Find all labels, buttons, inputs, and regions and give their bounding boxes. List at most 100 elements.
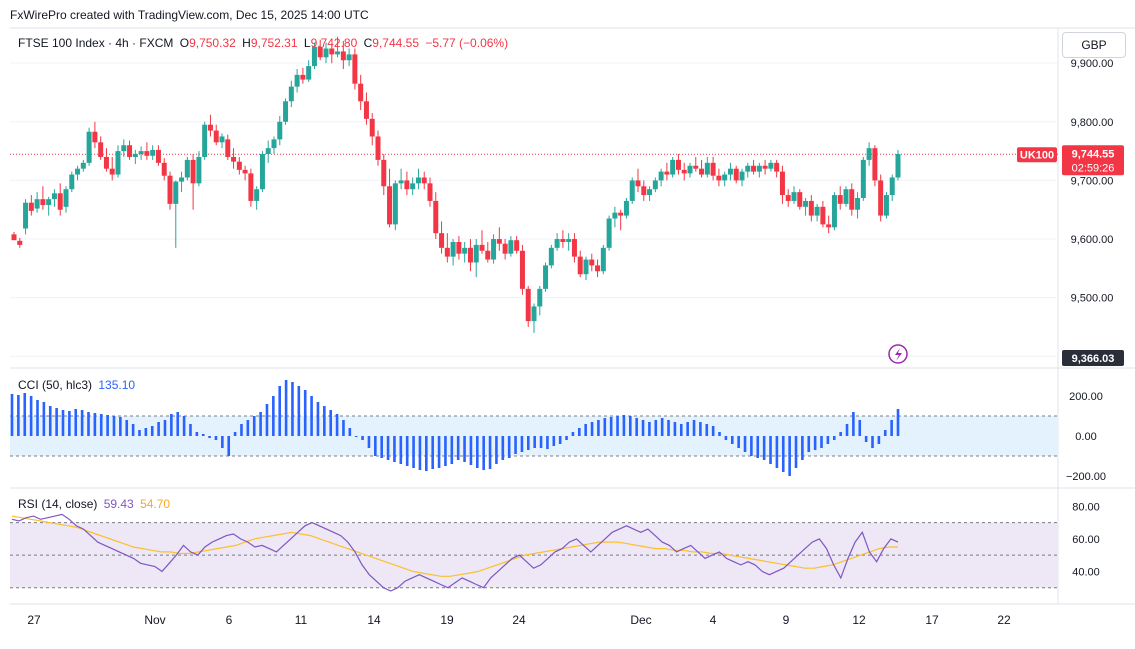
candle-body [40, 199, 46, 206]
cci-bar [42, 402, 46, 436]
candle-body [855, 198, 861, 210]
cci-name[interactable]: CCI (50, hlc3) [18, 378, 93, 392]
cci-bar [775, 436, 779, 468]
cci-bar [769, 436, 772, 464]
candle-body [375, 136, 381, 160]
candle-body [57, 193, 63, 210]
cci-bar [303, 390, 307, 436]
candle-body [756, 165, 762, 172]
open-label: O [179, 36, 190, 50]
candle-body [537, 288, 543, 307]
cci-bar [221, 436, 224, 448]
candle-body [589, 259, 595, 266]
candle-body [179, 177, 185, 182]
cci-bar [93, 413, 97, 436]
candle-body [450, 241, 456, 257]
cci-bar [673, 422, 677, 436]
candle-body [485, 250, 491, 260]
candle-body [444, 247, 450, 257]
price-tick-label: 9,500.00 [1071, 293, 1114, 305]
cci-bar [852, 412, 855, 436]
candle-body [63, 189, 69, 207]
candle-body [439, 233, 445, 248]
candle-body [398, 180, 404, 184]
candle-body [213, 130, 219, 143]
cci-bar [813, 436, 817, 450]
candle-body [779, 171, 785, 196]
candle-body [889, 177, 895, 196]
cci-bar [214, 436, 218, 440]
cci-bar [858, 420, 862, 436]
cci-bar [788, 436, 791, 476]
cci-bar [514, 436, 517, 454]
cci-bar [667, 420, 670, 436]
cci-bar [456, 436, 460, 460]
cci-bar [23, 393, 27, 436]
candle-body [75, 168, 81, 175]
price-tag-countdown: 02:59:26 [1072, 162, 1115, 174]
candle-body [652, 180, 658, 190]
time-tick-label: 12 [852, 613, 866, 627]
cci-bar [488, 436, 492, 469]
cci-histogram [10, 380, 900, 476]
cci-bar [354, 436, 358, 437]
candle-body [121, 145, 127, 152]
candle-body [335, 51, 341, 55]
cci-bar [227, 436, 231, 456]
cci-tick-label: 200.00 [1069, 391, 1103, 403]
cci-bar [495, 436, 498, 464]
rsi-legend[interactable]: RSI (14, close) 59.43 54.70 [18, 497, 173, 511]
cci-bar [291, 382, 294, 436]
candle-body [866, 148, 872, 160]
cci-bar [597, 420, 600, 436]
candle-body [392, 183, 398, 225]
candle-body [277, 121, 283, 140]
cci-bar [10, 394, 14, 436]
candle-body [733, 168, 739, 181]
time-axis[interactable]: 27 Nov 6 11 14 19 24 Dec 4 9 12 17 22 [27, 613, 1011, 627]
symbol-label[interactable]: FTSE 100 Index · 4h · FXCM [18, 36, 174, 50]
cci-bar [361, 436, 364, 440]
cci-bar [348, 428, 352, 436]
cci-bar [233, 432, 237, 436]
cci-bar [431, 436, 434, 469]
candle-body [155, 149, 161, 163]
cci-bar [119, 417, 122, 436]
cci-bar [756, 436, 760, 458]
candle-body [300, 74, 306, 80]
cci-bar [195, 432, 199, 436]
candles[interactable] [11, 36, 901, 333]
candle-body [415, 177, 421, 184]
candle-body [46, 199, 52, 206]
currency-button[interactable]: GBP [1062, 32, 1126, 58]
cci-tick-label: −200.00 [1066, 471, 1106, 483]
cci-bar [565, 436, 568, 440]
cci-tick-label: 0.00 [1075, 431, 1096, 443]
main-legend[interactable]: FTSE 100 Index · 4h · FXCM O9,750.32 H9,… [18, 36, 511, 50]
candle-body [306, 66, 312, 80]
candle-body [254, 189, 260, 201]
candle-body [525, 288, 531, 322]
time-tick-label: 24 [512, 613, 526, 627]
candle-body [427, 183, 433, 201]
candle-body [473, 244, 479, 263]
low-tag-value: 9,366.03 [1072, 353, 1115, 365]
candle-body [358, 83, 364, 102]
cci-bar [342, 420, 345, 436]
price-axis[interactable]: 9,900.00 9,800.00 9,700.00 9,600.00 9,500.00… [1066, 58, 1113, 578]
high-value: 9,752.31 [250, 36, 298, 50]
cci-bar [699, 422, 702, 436]
grid-layer [10, 27, 1135, 605]
cci-legend[interactable]: CCI (50, hlc3) 135.10 [18, 378, 138, 392]
time-tick-label: 14 [367, 613, 381, 627]
cci-bar [138, 430, 141, 436]
candle-body [369, 118, 375, 137]
cci-bar [29, 396, 33, 436]
cci-bar [546, 436, 549, 449]
candle-body [693, 165, 699, 169]
candle-body [785, 195, 791, 201]
candle-body [519, 250, 525, 289]
cci-bar [692, 420, 696, 436]
candle-body [363, 101, 369, 119]
rsi-name[interactable]: RSI (14, close) [18, 497, 98, 511]
